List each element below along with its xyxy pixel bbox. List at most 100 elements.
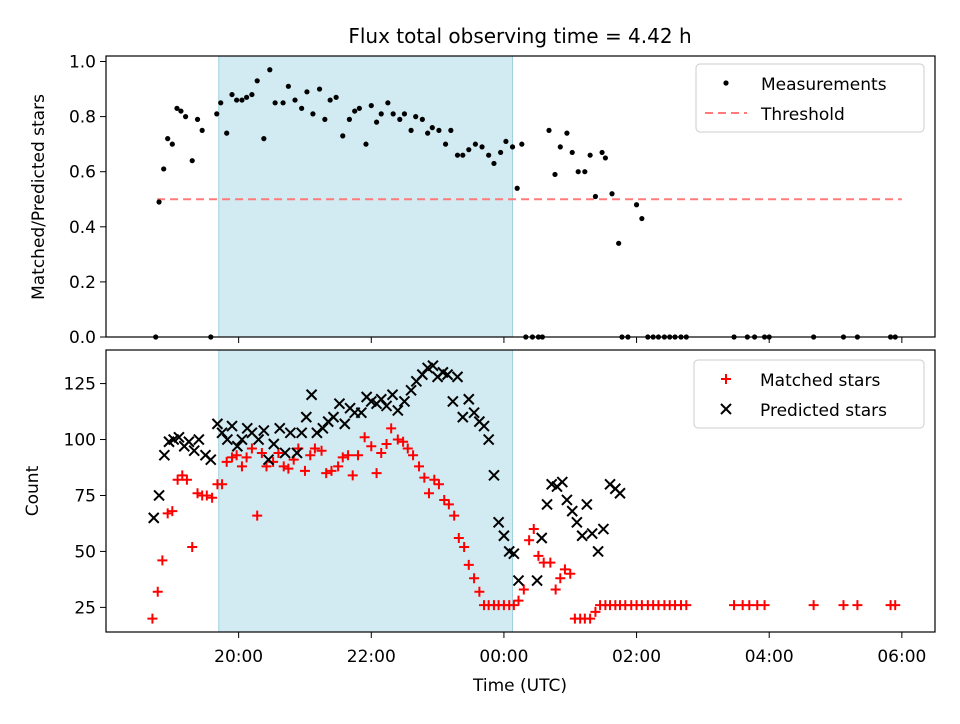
top-y-axis-label: Matched/Predicted stars	[29, 94, 49, 300]
matched-star-point	[759, 600, 770, 611]
x-tick-label: 02:00	[612, 647, 661, 667]
predicted-star-point	[571, 516, 583, 529]
measurement-point	[599, 149, 605, 156]
measurement-point	[194, 116, 201, 122]
matched-star-point	[201, 490, 212, 501]
top-shaded-interval	[218, 55, 514, 338]
matched-star-point	[518, 584, 529, 595]
bottom-legend: Matched stars Predicted stars	[693, 359, 925, 429]
predicted-star-point	[592, 545, 604, 558]
predicted-star-point	[355, 406, 368, 419]
predicted-star-point	[153, 489, 165, 502]
legend-threshold-label: Threshold	[760, 105, 845, 125]
top-y-ticks: 0.0 0.2 0.4 0.6 0.8 1.0	[69, 53, 106, 348]
measurement-point	[479, 144, 485, 150]
predicted-star-point	[392, 404, 404, 417]
matched-star-point	[408, 450, 419, 461]
measurement-point	[333, 94, 339, 100]
predicted-star-point	[291, 447, 303, 459]
measurement-point	[639, 215, 645, 222]
y-tick-label: 0.0	[69, 328, 96, 348]
matched-star-point	[167, 506, 178, 517]
measurement-point	[466, 147, 472, 153]
measurement-point	[408, 127, 414, 133]
matched-star-point	[555, 573, 566, 584]
matched-star-point	[838, 600, 849, 611]
matched-star-point	[227, 452, 238, 463]
matched-star-point	[439, 494, 450, 505]
matched-star-point	[402, 443, 413, 454]
measurement-point	[267, 67, 273, 73]
predicted-star-point	[457, 411, 469, 423]
predicted-star-point	[380, 400, 393, 412]
predicted-star-point	[327, 411, 340, 423]
measurement-point	[352, 108, 358, 114]
measurement-point	[491, 160, 497, 167]
measurement-point	[243, 94, 250, 100]
bottom-panel: 25 50 75 100 125 20:00 22:00 00:00 02:00 04:00 06…	[23, 349, 936, 696]
x-tick-label: 22:00	[347, 647, 396, 667]
measurement-point	[254, 78, 260, 84]
top-plot-frame	[105, 55, 936, 338]
matched-star-point	[419, 472, 430, 483]
predicted-star-point	[339, 418, 351, 430]
matched-star-point	[590, 606, 601, 617]
matched-star-point	[337, 452, 348, 463]
measurement-point	[182, 114, 189, 120]
matched-star-point	[852, 600, 863, 611]
measurement-point	[486, 152, 492, 158]
matched-star-point	[453, 533, 464, 543]
measurement-points	[153, 67, 898, 340]
matched-star-point	[808, 600, 819, 611]
y-tick-label: 0.4	[69, 218, 96, 238]
matched-star-point	[359, 432, 370, 443]
matched-star-point	[162, 508, 173, 519]
y-tick-label: 50	[74, 542, 96, 562]
matched-star-point	[423, 488, 434, 499]
predicted-star-point	[158, 449, 171, 461]
predicted-star-point	[492, 516, 505, 529]
predicted-star-point	[441, 368, 454, 381]
matched-star-point	[729, 600, 740, 611]
measurement-point	[569, 149, 575, 156]
measurement-point	[454, 152, 461, 158]
y-tick-label: 1.0	[69, 53, 96, 73]
measurement-point	[413, 114, 419, 120]
predicted-star-point	[566, 505, 578, 517]
predicted-star-point	[581, 498, 593, 511]
matched-star-point	[371, 468, 382, 479]
matched-star-point	[550, 584, 561, 595]
matched-star-point	[381, 439, 392, 449]
legend-predicted-label: Predicted stars	[760, 401, 887, 421]
measurement-point	[178, 108, 184, 114]
measurement-point	[214, 111, 220, 117]
matched-star-point	[414, 461, 425, 472]
matched-star-point	[283, 463, 294, 474]
measurement-point	[592, 193, 599, 200]
matched-star-point	[252, 510, 263, 521]
measurement-point	[429, 125, 435, 131]
measurement-point	[509, 144, 516, 150]
predicted-star-point	[498, 530, 510, 542]
measurement-point	[199, 127, 205, 133]
matched-star-point	[316, 445, 327, 456]
top-legend-box	[695, 63, 925, 133]
matched-star-point	[256, 447, 267, 458]
bottom-plot-frame	[105, 349, 936, 633]
predicted-star-point	[231, 440, 244, 452]
measurement-point	[557, 144, 563, 150]
matched-star-point	[241, 452, 252, 463]
predicted-star-point	[279, 447, 291, 459]
matched-star-point	[433, 479, 444, 490]
measurement-point	[310, 111, 316, 117]
predicted-star-point	[258, 424, 270, 437]
predicted-stars-points	[148, 359, 626, 587]
matched-star-point	[545, 557, 556, 568]
measurement-point	[322, 116, 328, 122]
matched-star-point	[236, 461, 247, 472]
matched-star-point	[231, 450, 242, 461]
measurement-point	[189, 158, 195, 164]
measurement-point	[156, 199, 162, 205]
predicted-star-point	[451, 371, 464, 383]
measurement-point	[616, 240, 622, 246]
